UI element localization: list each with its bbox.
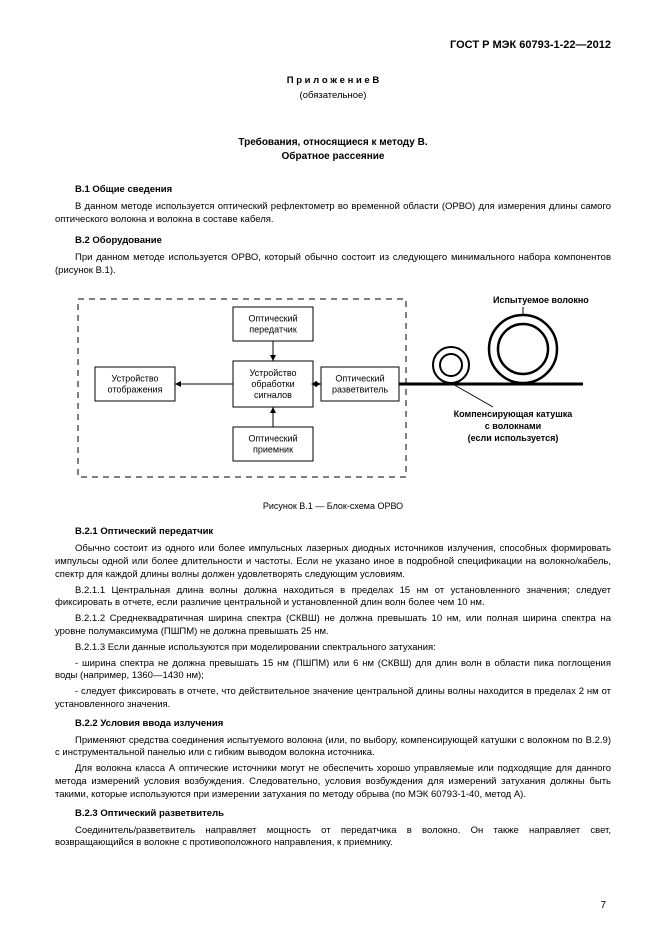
- section-b2-heading: В.2 Оборудование: [75, 235, 611, 248]
- svg-text:Устройство: Устройство: [249, 368, 296, 378]
- requirements-title-line2: Обратное рассеяние: [282, 151, 385, 162]
- section-b21-para4: В.2.1.3 Если данные используются при мод…: [55, 642, 611, 655]
- svg-text:Устройство: Устройство: [111, 374, 158, 384]
- appendix-type: (обязательное): [55, 90, 611, 103]
- section-b23-para1: Соединитель/разветвитель направляет мощн…: [55, 825, 611, 851]
- svg-text:Испытуемое волокно: Испытуемое волокно: [493, 295, 589, 305]
- svg-text:разветвитель: разветвитель: [332, 385, 388, 395]
- section-b21-para2: В.2.1.1 Центральная длина волны должна н…: [55, 585, 611, 611]
- svg-text:приемник: приемник: [253, 445, 293, 455]
- section-b21-para3: В.2.1.2 Среднеквадратичная ширина спектр…: [55, 613, 611, 639]
- section-b21-para5: - ширина спектра не должна превышать 15 …: [55, 658, 611, 684]
- svg-text:Компенсирующая катушка: Компенсирующая катушка: [454, 409, 574, 419]
- section-b2-para1: При данном методе используется ОРВО, кот…: [55, 252, 611, 278]
- svg-text:(если используется): (если используется): [468, 433, 559, 443]
- svg-text:отображения: отображения: [108, 385, 163, 395]
- svg-text:сигналов: сигналов: [254, 390, 292, 400]
- section-b1-heading: В.1 Общие сведения: [75, 184, 611, 197]
- svg-text:с волокнами: с волокнами: [485, 421, 541, 431]
- page-number: 7: [600, 899, 606, 913]
- figure-b1-caption: Рисунок В.1 — Блок-схема ОРВО: [55, 500, 611, 512]
- section-b1-para1: В данном методе используется оптический …: [55, 201, 611, 227]
- section-b22-heading: В.2.2 Условия ввода излучения: [75, 718, 611, 731]
- section-b23-heading: В.2.3 Оптический разветвитель: [75, 808, 611, 821]
- section-b22-para1: Применяют средства соединения испытуемог…: [55, 735, 611, 761]
- svg-text:Оптический: Оптический: [248, 314, 297, 324]
- section-b21-para6: - следует фиксировать в отчете, что дейс…: [55, 686, 611, 712]
- svg-text:передатчик: передатчик: [249, 325, 297, 335]
- document-id: ГОСТ Р МЭК 60793-1-22—2012: [55, 38, 611, 53]
- requirements-title-line1: Требования, относящиеся к методу В.: [238, 137, 427, 148]
- figure-b1-svg: ОптическийпередатчикУстройствоотображени…: [63, 287, 603, 487]
- svg-text:Оптический: Оптический: [335, 374, 384, 384]
- svg-text:Оптический: Оптический: [248, 434, 297, 444]
- svg-text:обработки: обработки: [251, 379, 294, 389]
- section-b21-heading: В.2.1 Оптический передатчик: [75, 526, 611, 539]
- appendix-label: П р и л о ж е н и е В: [55, 75, 611, 88]
- figure-b1: ОптическийпередатчикУстройствоотображени…: [63, 287, 603, 492]
- requirements-title: Требования, относящиеся к методу В. Обра…: [55, 136, 611, 164]
- section-b21-para1: Обычно состоит из одного или более импул…: [55, 543, 611, 581]
- section-b22-para2: Для волокна класса А оптические источник…: [55, 763, 611, 801]
